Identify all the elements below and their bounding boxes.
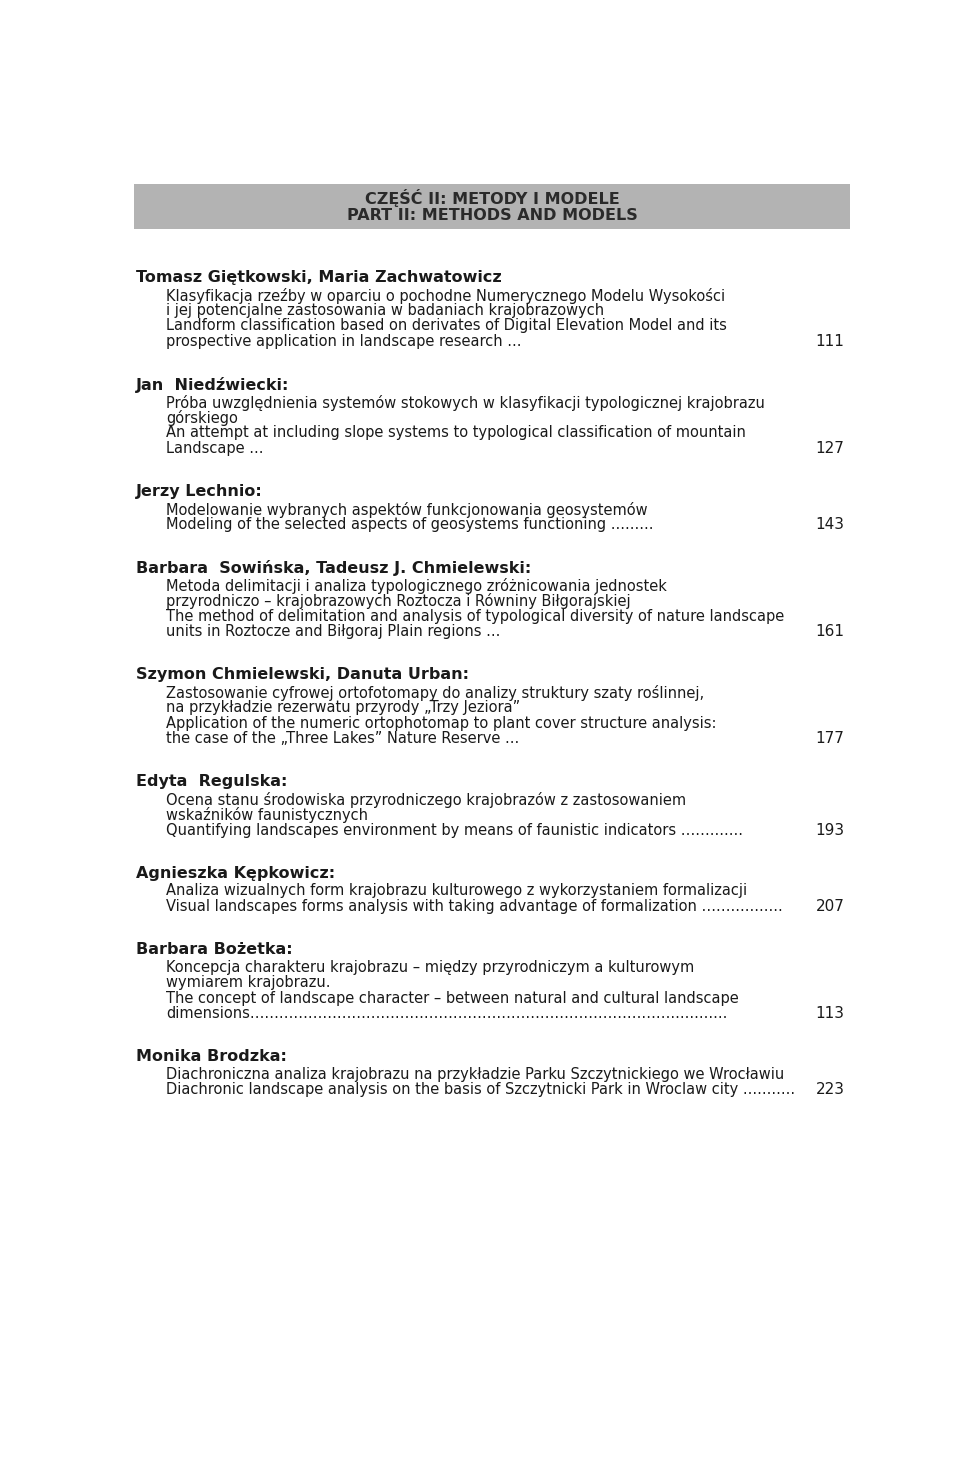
Text: Jan  Niedźwiecki:: Jan Niedźwiecki:	[135, 377, 289, 393]
Text: CZĘŚĆ II: METODY I MODELE: CZĘŚĆ II: METODY I MODELE	[365, 188, 619, 206]
Text: 207: 207	[816, 899, 845, 914]
Text: Tomasz Giętkowski, Maria Zachwatowicz: Tomasz Giętkowski, Maria Zachwatowicz	[135, 269, 501, 284]
Text: Szymon Chmielewski, Danuta Urban:: Szymon Chmielewski, Danuta Urban:	[135, 667, 468, 682]
Text: dimensions……………………………………………………………………………............: dimensions…………………………………………………………………………….…	[166, 1005, 728, 1022]
Text: prospective application in landscape research ...: prospective application in landscape res…	[166, 334, 522, 349]
Text: 143: 143	[816, 517, 845, 531]
Text: przyrodniczo – krajobrazowych Roztocza i Równiny Biłgorajskiej: przyrodniczo – krajobrazowych Roztocza i…	[166, 593, 631, 609]
Text: 223: 223	[816, 1082, 845, 1097]
Text: Zastosowanie cyfrowej ortofotomapy do analizy struktury szaty roślinnej,: Zastosowanie cyfrowej ortofotomapy do an…	[166, 684, 705, 701]
Text: Landscape ...: Landscape ...	[166, 440, 264, 456]
Text: górskiego: górskiego	[166, 409, 238, 425]
Text: Analiza wizualnych form krajobrazu kulturowego z wykorzystaniem formalizacji: Analiza wizualnych form krajobrazu kultu…	[166, 883, 748, 898]
Text: Agnieszka Kępkowicz:: Agnieszka Kępkowicz:	[135, 866, 335, 880]
Text: Metoda delimitacji i analiza typologicznego zróżnicowania jednostek: Metoda delimitacji i analiza typologiczn…	[166, 578, 667, 593]
Text: wymiarem krajobrazu.: wymiarem krajobrazu.	[166, 974, 331, 991]
Text: Barbara Bożetka:: Barbara Bożetka:	[135, 942, 292, 957]
Text: i jej potencjalne zastosowania w badaniach krajobrazowych: i jej potencjalne zastosowania w badania…	[166, 303, 605, 318]
Text: The concept of landscape character – between natural and cultural landscape: The concept of landscape character – bet…	[166, 991, 739, 1005]
Text: 127: 127	[816, 440, 845, 456]
Text: Modeling of the selected aspects of geosystems functioning .........: Modeling of the selected aspects of geos…	[166, 517, 654, 531]
Text: Diachroniczna analiza krajobrazu na przykładzie Parku Szczytnickiego we Wrocławi: Diachroniczna analiza krajobrazu na przy…	[166, 1067, 784, 1082]
Text: Koncepcja charakteru krajobrazu – między przyrodniczym a kulturowym: Koncepcja charakteru krajobrazu – między…	[166, 960, 695, 974]
Text: Barbara  Sowińska, Tadeusz J. Chmielewski:: Barbara Sowińska, Tadeusz J. Chmielewski…	[135, 561, 531, 576]
Text: na przykładzie rezerwatu przyrody „Trzy Jeziora”: na przykładzie rezerwatu przyrody „Trzy …	[166, 701, 520, 715]
Text: the case of the „Three Lakes” Nature Reserve ...: the case of the „Three Lakes” Nature Res…	[166, 732, 519, 746]
Text: The method of delimitation and analysis of typological diversity of nature lands: The method of delimitation and analysis …	[166, 608, 784, 624]
Text: Diachronic landscape analysis on the basis of Szczytnicki Park in Wroclaw city .: Diachronic landscape analysis on the bas…	[166, 1082, 796, 1097]
Text: Próba uwzględnienia systemów stokowych w klasyfikacji typologicznej krajobrazu: Próba uwzględnienia systemów stokowych w…	[166, 394, 765, 411]
Text: 111: 111	[816, 334, 845, 349]
Text: 161: 161	[816, 624, 845, 639]
Text: Quantifying landscapes environment by means of faunistic indicators …….......: Quantifying landscapes environment by me…	[166, 823, 743, 838]
Text: Ocena stanu środowiska przyrodniczego krajobrazów z zastosowaniem: Ocena stanu środowiska przyrodniczego kr…	[166, 792, 686, 808]
Bar	[134, 184, 850, 230]
Text: An attempt at including slope systems to typological classification of mountain: An attempt at including slope systems to…	[166, 425, 746, 440]
Text: PART II: METHODS AND MODELS: PART II: METHODS AND MODELS	[347, 208, 637, 224]
Text: Application of the numeric ortophotomap to plant cover structure analysis:: Application of the numeric ortophotomap …	[166, 715, 717, 730]
Text: 177: 177	[816, 732, 845, 746]
Text: 193: 193	[815, 823, 845, 838]
Text: units in Roztocze and Biłgoraj Plain regions ...: units in Roztocze and Biłgoraj Plain reg…	[166, 624, 501, 639]
Text: Landform classification based on derivates of Digital Elevation Model and its: Landform classification based on derivat…	[166, 318, 728, 333]
Text: Jerzy Lechnio:: Jerzy Lechnio:	[135, 484, 262, 499]
Text: wskaźników faunistycznych: wskaźników faunistycznych	[166, 807, 369, 823]
Text: Monika Brodzka:: Monika Brodzka:	[135, 1050, 286, 1064]
Text: Modelowanie wybranych aspektów funkcjonowania geosystemów: Modelowanie wybranych aspektów funkcjono…	[166, 502, 648, 518]
Text: Edyta  Regulska:: Edyta Regulska:	[135, 774, 287, 789]
Text: 113: 113	[816, 1005, 845, 1022]
Text: Klasyfikacja rzeźby w oparciu o pochodne Numerycznego Modelu Wysokości: Klasyfikacja rzeźby w oparciu o pochodne…	[166, 287, 726, 303]
Text: Visual landscapes forms analysis with taking advantage of formalization ……......: Visual landscapes forms analysis with ta…	[166, 899, 783, 914]
